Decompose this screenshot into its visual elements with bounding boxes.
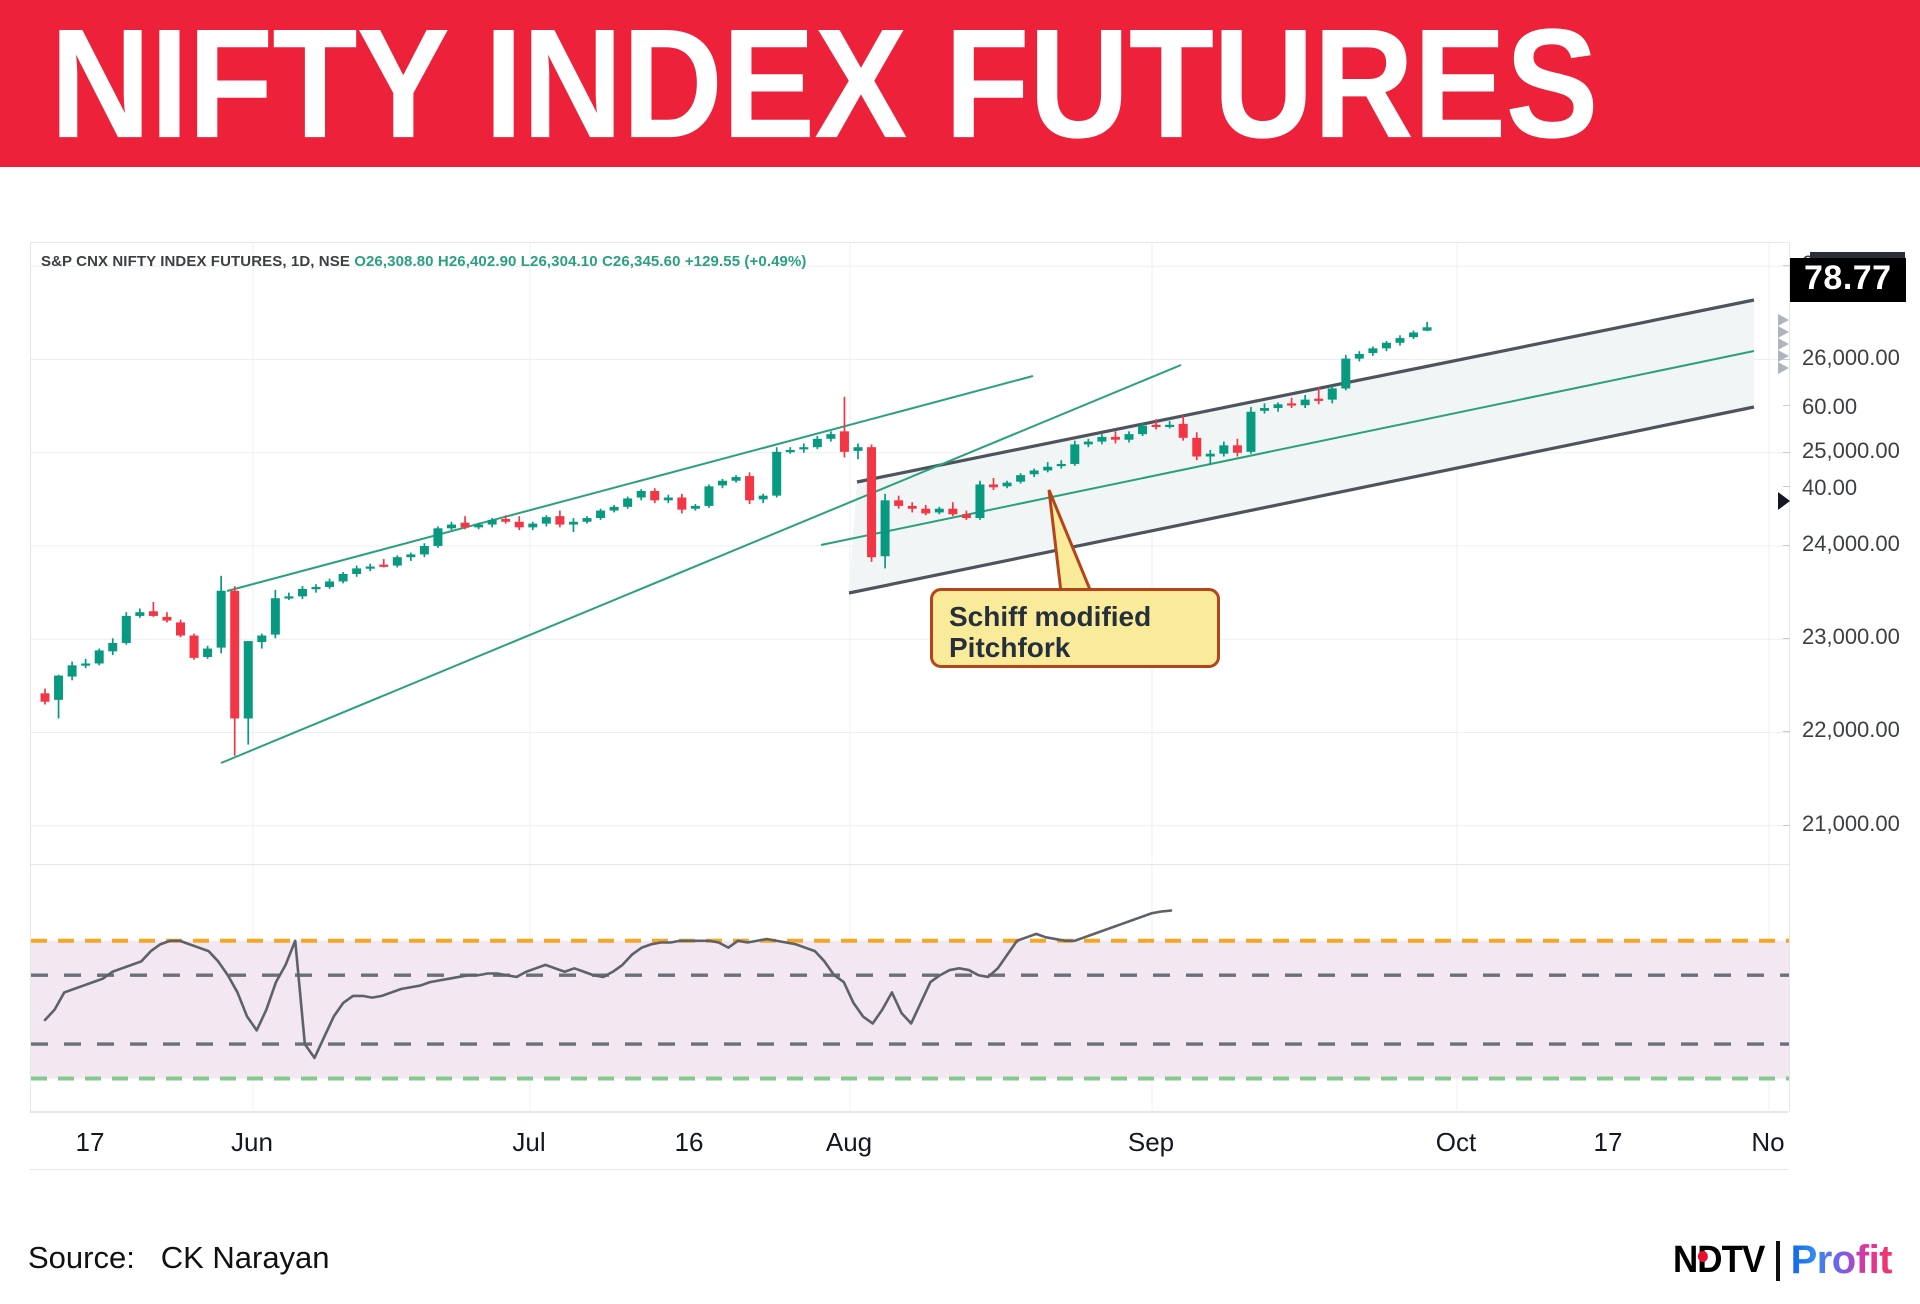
time-tick-17: 17 <box>75 1127 105 1157</box>
time-tick-Jul: Jul <box>512 1127 546 1157</box>
source-caption: Source: CK Narayan <box>28 1240 330 1276</box>
time-axis[interactable]: 17 Jun Jul 16 Aug Sep Oct 17 No <box>30 1112 1788 1170</box>
rsi-pane[interactable] <box>31 864 1789 1113</box>
logo-ndtv-text: NDTV <box>1673 1239 1765 1282</box>
price-pane[interactable] <box>31 243 1789 863</box>
page-banner: NIFTY INDEX FUTURES <box>0 0 1920 167</box>
rsi-tick-mark-60 <box>1783 405 1790 406</box>
pitchfork-annotation-callout[interactable]: Schiff modified Pitchfork <box>930 588 1220 668</box>
price-tick-mark-24000 <box>1783 545 1790 546</box>
source-label: Source: <box>28 1240 135 1275</box>
price-tick-mark-25000 <box>1783 451 1790 453</box>
price-tick-mark-22000 <box>1783 731 1790 733</box>
logo-divider <box>1775 1240 1780 1281</box>
price-tick-25000: 25,000.00 <box>1802 437 1900 463</box>
source-value: CK Narayan <box>160 1240 330 1275</box>
rsi-tick-mark-40 <box>1783 486 1790 487</box>
time-tick-Aug: Aug <box>825 1127 873 1157</box>
price-tick-mark-23000 <box>1783 638 1790 640</box>
price-scale-drag-handle-icon[interactable] <box>1778 314 1792 374</box>
legend-symbol: S&P CNX NIFTY INDEX FUTURES, 1D, NSE <box>41 253 350 270</box>
time-tick-No: No <box>1751 1127 1785 1157</box>
price-tick-22000: 22,000.00 <box>1802 717 1900 743</box>
price-scale-cursor-icon[interactable] <box>1778 492 1792 512</box>
price-axis[interactable]: 27,000.0026,000.0025,000.0024,000.0023,0… <box>1778 242 1920 1112</box>
legend-change: +129.55 (+0.49%) <box>684 253 807 270</box>
logo-red-dot-icon <box>1697 1251 1709 1262</box>
price-plot <box>31 243 1789 863</box>
time-tick-17: 17 <box>1593 1127 1623 1157</box>
chart-legend: S&P CNX NIFTY INDEX FUTURES, 1D, NSE O26… <box>41 253 807 270</box>
rsi-plot <box>31 865 1789 1113</box>
price-tick-26000: 26,000.00 <box>1802 344 1900 370</box>
pitchfork-annotation-text: Schiff modified Pitchfork <box>949 601 1152 664</box>
rsi-value-badge: 78.77 <box>1790 258 1906 302</box>
ndtv-profit-logo: NDTV Profit <box>1665 1238 1892 1283</box>
rsi-tick-60: 60.00 <box>1802 394 1858 419</box>
logo-ndtv-label: NDTV <box>1673 1239 1765 1281</box>
rsi-tick-40: 40.00 <box>1802 475 1858 500</box>
time-tick-Oct: Oct <box>1435 1127 1477 1157</box>
legend-low: L26,304.10 <box>520 253 598 270</box>
page-title: NIFTY INDEX FUTURES <box>50 0 1599 170</box>
time-tick-Sep: Sep <box>1127 1127 1175 1157</box>
legend-close: C26,345.60 <box>601 253 681 270</box>
price-tick-mark-21000 <box>1783 824 1790 826</box>
price-tick-21000: 21,000.00 <box>1802 810 1900 836</box>
price-tick-23000: 23,000.00 <box>1802 624 1900 650</box>
logo-profit-text: Profit <box>1790 1238 1893 1282</box>
time-tick-16: 16 <box>674 1127 704 1157</box>
price-tick-mark-26000 <box>1783 358 1790 360</box>
legend-high: H26,402.90 <box>437 253 517 270</box>
callout-tail-icon <box>1047 489 1094 594</box>
time-tick-Jun: Jun <box>231 1127 273 1157</box>
chart-container[interactable]: S&P CNX NIFTY INDEX FUTURES, 1D, NSE O26… <box>30 242 1789 1113</box>
legend-open: O26,308.80 <box>354 253 434 270</box>
price-tick-24000: 24,000.00 <box>1802 531 1900 556</box>
price-tick-mark-27000 <box>1783 265 1790 267</box>
